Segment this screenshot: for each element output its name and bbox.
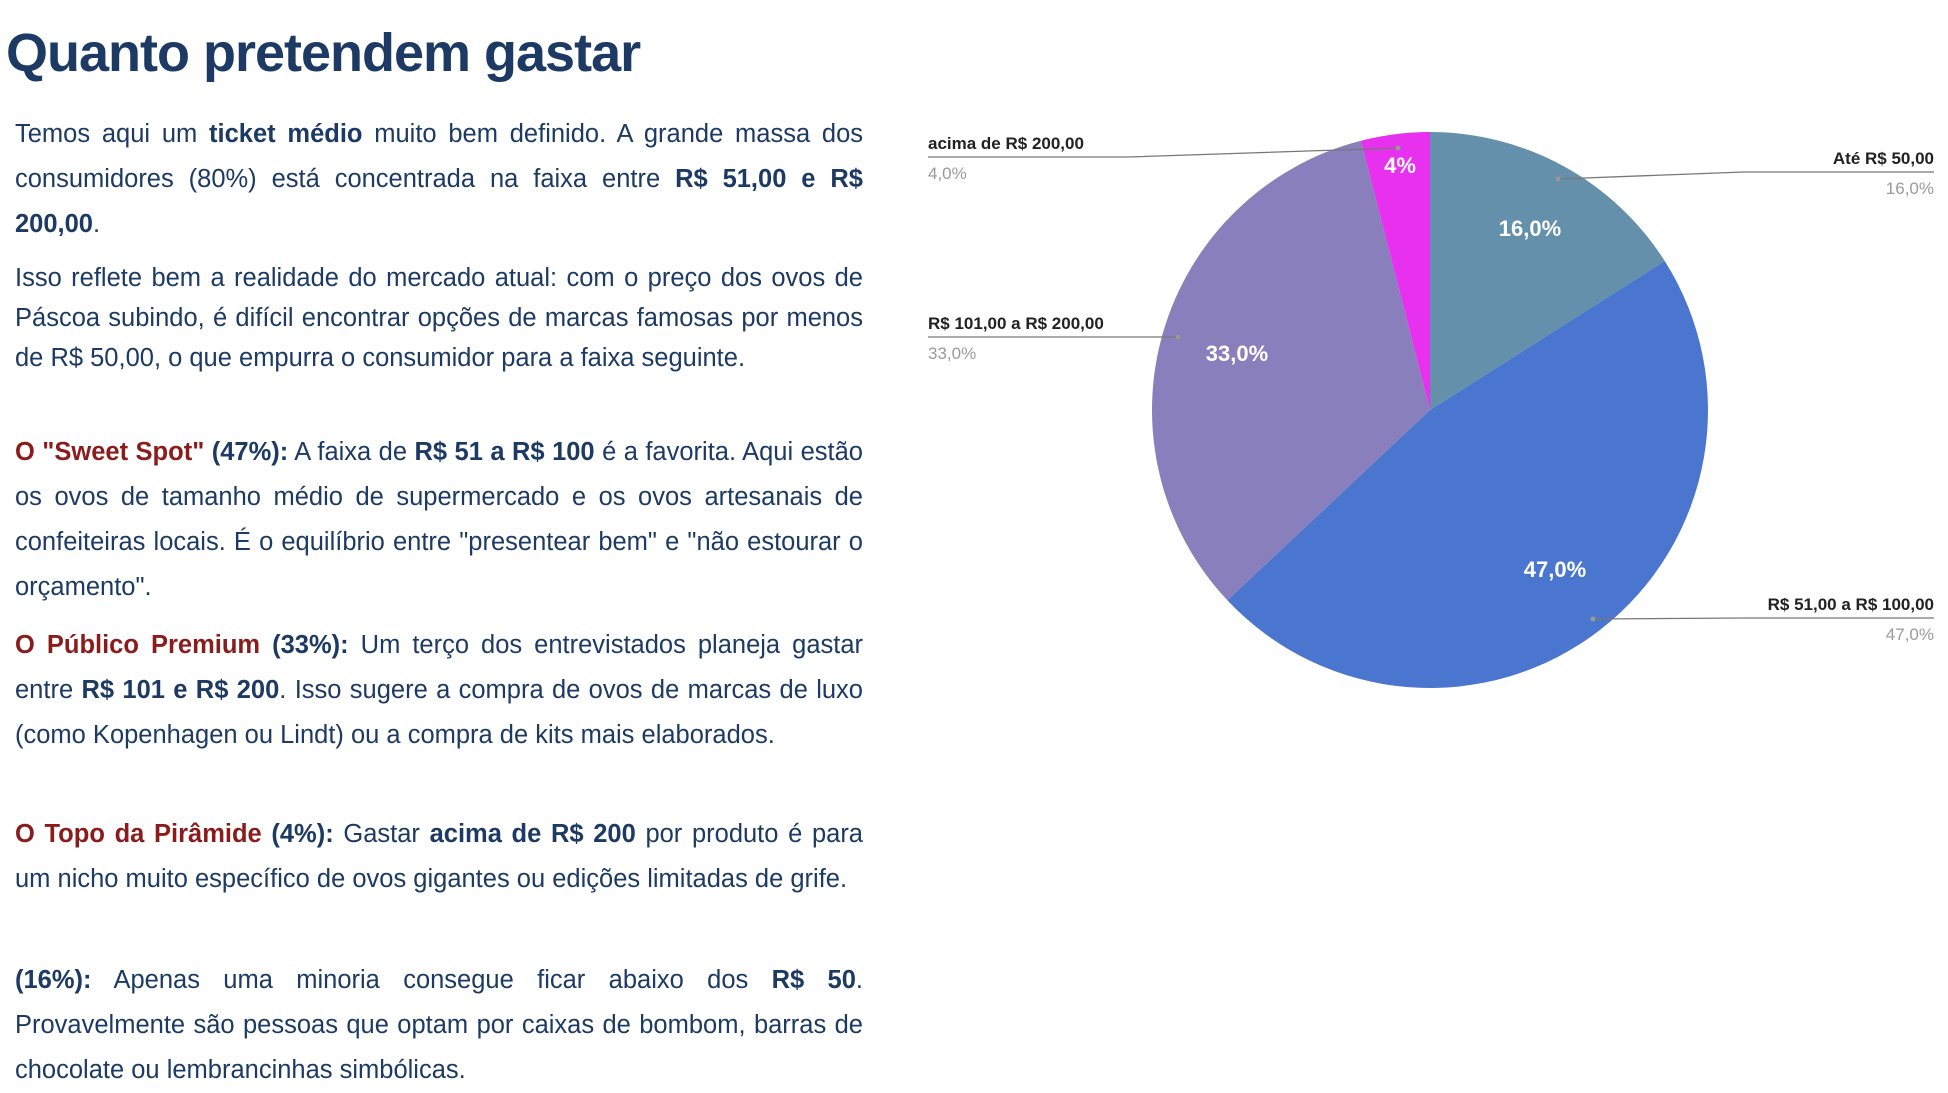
text-segment: (47%):	[204, 438, 289, 466]
pie-slice	[1152, 140, 1430, 601]
slice-percent-label: 47,0%	[1886, 625, 1934, 644]
leader-dot	[1395, 145, 1401, 151]
slice-category-label: R$ 101,00 a R$ 200,00	[928, 314, 1104, 333]
pie-slice	[1430, 132, 1665, 410]
text-segment: Um terço dos entrevistados planeja gasta…	[15, 631, 864, 704]
text-segment: . Provavelmente são pessoas que optam po…	[15, 966, 863, 1084]
text-segment: R$ 51,00 e R$ 200,00	[15, 165, 863, 238]
text-segment: (16%):	[15, 966, 92, 994]
leader-dot	[1555, 176, 1561, 182]
text-segment: .	[93, 210, 101, 238]
text-segment: O "Sweet Spot"	[15, 438, 205, 466]
pie-slice	[1360, 132, 1430, 410]
text-segment: muito bem definido. A grande massa dos c…	[15, 120, 864, 193]
text-segment: Gastar	[333, 820, 430, 848]
slice-category-label: Até R$ 50,00	[1833, 149, 1934, 168]
page-title: Quanto pretendem gastar	[6, 23, 641, 83]
slice-category-label: R$ 51,00 a R$ 100,00	[1768, 595, 1934, 614]
leader-line	[1557, 171, 1934, 180]
leader-dot	[1175, 334, 1181, 340]
leader-line	[928, 147, 1399, 158]
slice-percent-label: 16,0%	[1886, 179, 1934, 198]
slice-value-label: 47,0%	[1524, 557, 1586, 582]
slice-value-label: 4%	[1384, 153, 1416, 178]
paragraph-1: Temos aqui um ticket médio muito bem def…	[15, 112, 863, 247]
paragraph-4: O Público Premium (33%): Um terço dos en…	[15, 623, 863, 758]
leader-dot	[1590, 616, 1596, 622]
paragraph-5: O Topo da Pirâmide (4%): Gastar acima de…	[15, 812, 863, 902]
slice-value-label: 33,0%	[1206, 341, 1268, 366]
text-segment: R$ 51 a R$ 100	[414, 438, 595, 466]
paragraph-2: Isso reflete bem a realidade do mercado …	[15, 258, 863, 378]
paragraph-6: (16%): Apenas uma minoria consegue ficar…	[15, 958, 863, 1093]
text-segment: Apenas uma minoria consegue ficar abaixo…	[91, 966, 772, 994]
text-segment: é a favorita. Aqui estão os ovos de tama…	[15, 438, 863, 601]
text-segment: (4%):	[261, 820, 334, 848]
slice-category-label: acima de R$ 200,00	[928, 134, 1084, 153]
text-segment: por produto é para um nicho muito especí…	[15, 820, 863, 893]
text-segment: O Público Premium	[15, 631, 261, 659]
text-segment: R$ 50	[771, 966, 856, 994]
text-segment: ticket médio	[209, 120, 363, 148]
text-segment: acima de R$ 200	[429, 820, 636, 848]
slice-value-label: 16,0%	[1499, 216, 1561, 241]
text-segment: . Isso sugere a compra de ovos de marcas…	[15, 676, 863, 749]
text-segment: A faixa de	[288, 438, 415, 466]
text-segment: R$ 101 e R$ 200	[81, 676, 280, 704]
text-segment: Isso reflete bem a realidade do mercado …	[15, 264, 863, 372]
leader-line	[1592, 617, 1934, 620]
paragraph-3: O "Sweet Spot" (47%): A faixa de R$ 51 a…	[15, 430, 863, 610]
text-segment: O Topo da Pirâmide	[15, 820, 262, 848]
text-segment: (33%):	[260, 631, 349, 659]
text-segment: Temos aqui um	[15, 120, 210, 148]
slice-percent-label: 33,0%	[928, 344, 976, 363]
slice-percent-label: 4,0%	[928, 164, 967, 183]
pie-slice	[1227, 261, 1709, 689]
